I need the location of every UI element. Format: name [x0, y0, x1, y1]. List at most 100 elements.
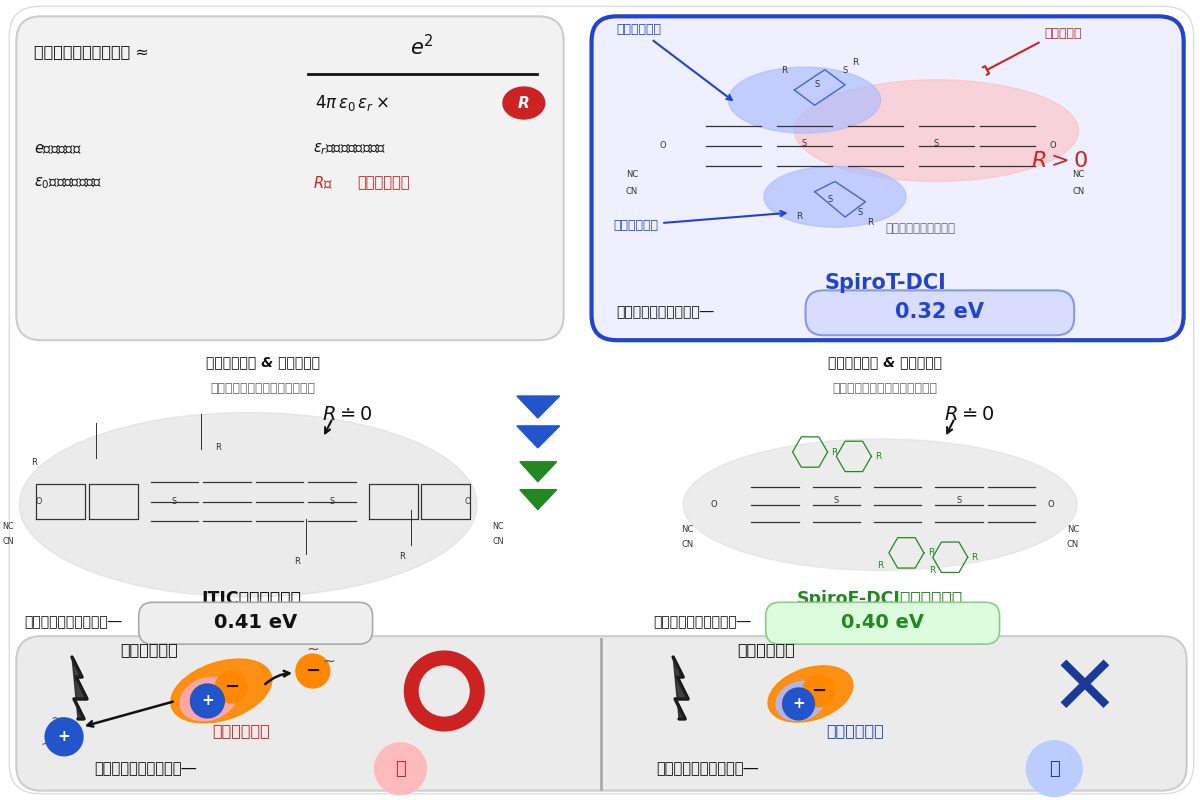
- Text: R: R: [781, 66, 787, 74]
- Text: （分子のほぼ同じ場所に分布）: （分子のほぼ同じ場所に分布）: [211, 382, 316, 394]
- Text: S: S: [842, 66, 847, 74]
- Ellipse shape: [170, 659, 271, 723]
- Text: R: R: [400, 551, 406, 561]
- Text: 励起子束縛エネルギー―: 励起子束縛エネルギー―: [94, 762, 196, 776]
- Text: O: O: [35, 497, 42, 506]
- Text: O: O: [710, 500, 718, 509]
- Text: 分鉂しやすい: 分鉂しやすい: [212, 723, 270, 738]
- Text: O: O: [659, 142, 666, 150]
- Text: 0.32 eV: 0.32 eV: [895, 302, 984, 322]
- Text: ~: ~: [306, 642, 319, 657]
- Polygon shape: [520, 462, 557, 482]
- Text: 分鉂しにくい: 分鉂しにくい: [827, 723, 884, 738]
- Polygon shape: [673, 657, 688, 719]
- Circle shape: [374, 743, 426, 794]
- Text: R: R: [928, 548, 934, 558]
- Text: 励起子束縛エネルギー ≈: 励起子束縛エネルギー ≈: [35, 44, 149, 58]
- Circle shape: [46, 718, 83, 756]
- Text: R: R: [832, 447, 838, 457]
- Text: 最低空軌道: 最低空軌道: [1044, 26, 1082, 40]
- Text: $R \doteq 0$: $R \doteq 0$: [323, 406, 373, 425]
- Text: $4\pi\,\varepsilon_0\,\varepsilon_r \times$: $4\pi\,\varepsilon_0\,\varepsilon_r \tim…: [314, 93, 389, 113]
- Text: S: S: [802, 139, 808, 148]
- Text: NC: NC: [493, 522, 504, 530]
- Polygon shape: [520, 490, 557, 510]
- Circle shape: [404, 651, 484, 731]
- Circle shape: [782, 688, 815, 720]
- Text: S: S: [834, 496, 839, 505]
- Text: 光エネルギー: 光エネルギー: [737, 642, 794, 657]
- Text: 励起子束縛エネルギー―: 励起子束縛エネルギー―: [656, 762, 758, 776]
- Text: NC: NC: [626, 170, 638, 179]
- Text: $e$：電気素量: $e$：電気素量: [35, 142, 82, 156]
- Polygon shape: [72, 657, 86, 719]
- Text: 光エネルギー: 光エネルギー: [120, 642, 178, 657]
- Text: R: R: [215, 442, 221, 452]
- Ellipse shape: [794, 80, 1079, 182]
- Text: R: R: [875, 452, 882, 461]
- Text: R: R: [868, 218, 874, 227]
- Ellipse shape: [728, 67, 881, 133]
- Text: S: S: [172, 497, 176, 506]
- Text: R: R: [518, 95, 529, 110]
- Text: +: +: [58, 730, 71, 744]
- Text: S: S: [814, 80, 820, 89]
- Text: NC: NC: [2, 522, 13, 530]
- Text: −: −: [305, 662, 320, 680]
- Text: ✕: ✕: [1049, 650, 1120, 731]
- FancyBboxPatch shape: [10, 6, 1194, 794]
- FancyBboxPatch shape: [17, 16, 564, 340]
- Text: S: S: [934, 139, 940, 148]
- Text: ~: ~: [41, 738, 52, 752]
- Text: O: O: [464, 497, 470, 506]
- FancyBboxPatch shape: [139, 602, 372, 644]
- Text: R: R: [930, 566, 936, 575]
- Text: R: R: [31, 458, 37, 466]
- Ellipse shape: [503, 87, 545, 119]
- Text: （分子のほぼ同じ場所に分布）: （分子のほぼ同じ場所に分布）: [833, 382, 937, 394]
- Text: R: R: [294, 557, 300, 566]
- Text: −: −: [223, 678, 239, 696]
- Ellipse shape: [180, 677, 236, 721]
- Text: NC: NC: [682, 525, 694, 534]
- Ellipse shape: [776, 682, 824, 721]
- Text: 大: 大: [1049, 760, 1060, 778]
- Text: 小: 小: [395, 760, 406, 778]
- Text: CN: CN: [1073, 187, 1085, 196]
- Circle shape: [191, 684, 224, 718]
- Text: 最高被占軌道 & 最低空軌道: 最高被占軌道 & 最低空軌道: [828, 355, 942, 369]
- Circle shape: [215, 671, 247, 703]
- Text: ~: ~: [323, 654, 335, 669]
- Text: S: S: [956, 496, 961, 505]
- Text: −: −: [811, 682, 826, 700]
- Text: R: R: [852, 58, 858, 66]
- FancyBboxPatch shape: [766, 602, 1000, 644]
- FancyBboxPatch shape: [592, 16, 1183, 340]
- Text: CN: CN: [2, 537, 13, 546]
- Polygon shape: [517, 396, 559, 418]
- Text: CN: CN: [1067, 539, 1079, 549]
- Text: SpiroT-DCI: SpiroT-DCI: [824, 274, 946, 294]
- Circle shape: [296, 654, 330, 688]
- Text: 励起子束縛エネルギー―: 励起子束縛エネルギー―: [24, 615, 122, 630]
- Text: ITIC（標準材料）: ITIC（標準材料）: [202, 590, 301, 608]
- Text: $e^2$: $e^2$: [410, 34, 434, 59]
- Text: $\varepsilon_0$：真空の誘電率: $\varepsilon_0$：真空の誘電率: [35, 175, 102, 190]
- Ellipse shape: [764, 166, 906, 227]
- Circle shape: [419, 666, 469, 716]
- Text: R: R: [797, 212, 803, 221]
- Ellipse shape: [768, 666, 853, 722]
- Text: SpiroF-DCI（比較材料）: SpiroF-DCI（比較材料）: [797, 590, 964, 608]
- Text: O: O: [1050, 142, 1056, 150]
- Text: R: R: [877, 561, 883, 570]
- Polygon shape: [517, 426, 559, 448]
- Text: $R > 0$: $R > 0$: [1031, 151, 1088, 171]
- Text: $\varepsilon_r$：材料の比誘電率: $\varepsilon_r$：材料の比誘電率: [313, 141, 386, 157]
- FancyBboxPatch shape: [17, 636, 1187, 790]
- Text: CN: CN: [626, 187, 638, 196]
- Circle shape: [1026, 741, 1082, 797]
- Text: S: S: [827, 194, 833, 204]
- Text: 電荷間の距離: 電荷間の距離: [358, 175, 410, 190]
- Ellipse shape: [19, 413, 478, 597]
- Text: 最高被占軌道: 最高被占軌道: [617, 23, 732, 100]
